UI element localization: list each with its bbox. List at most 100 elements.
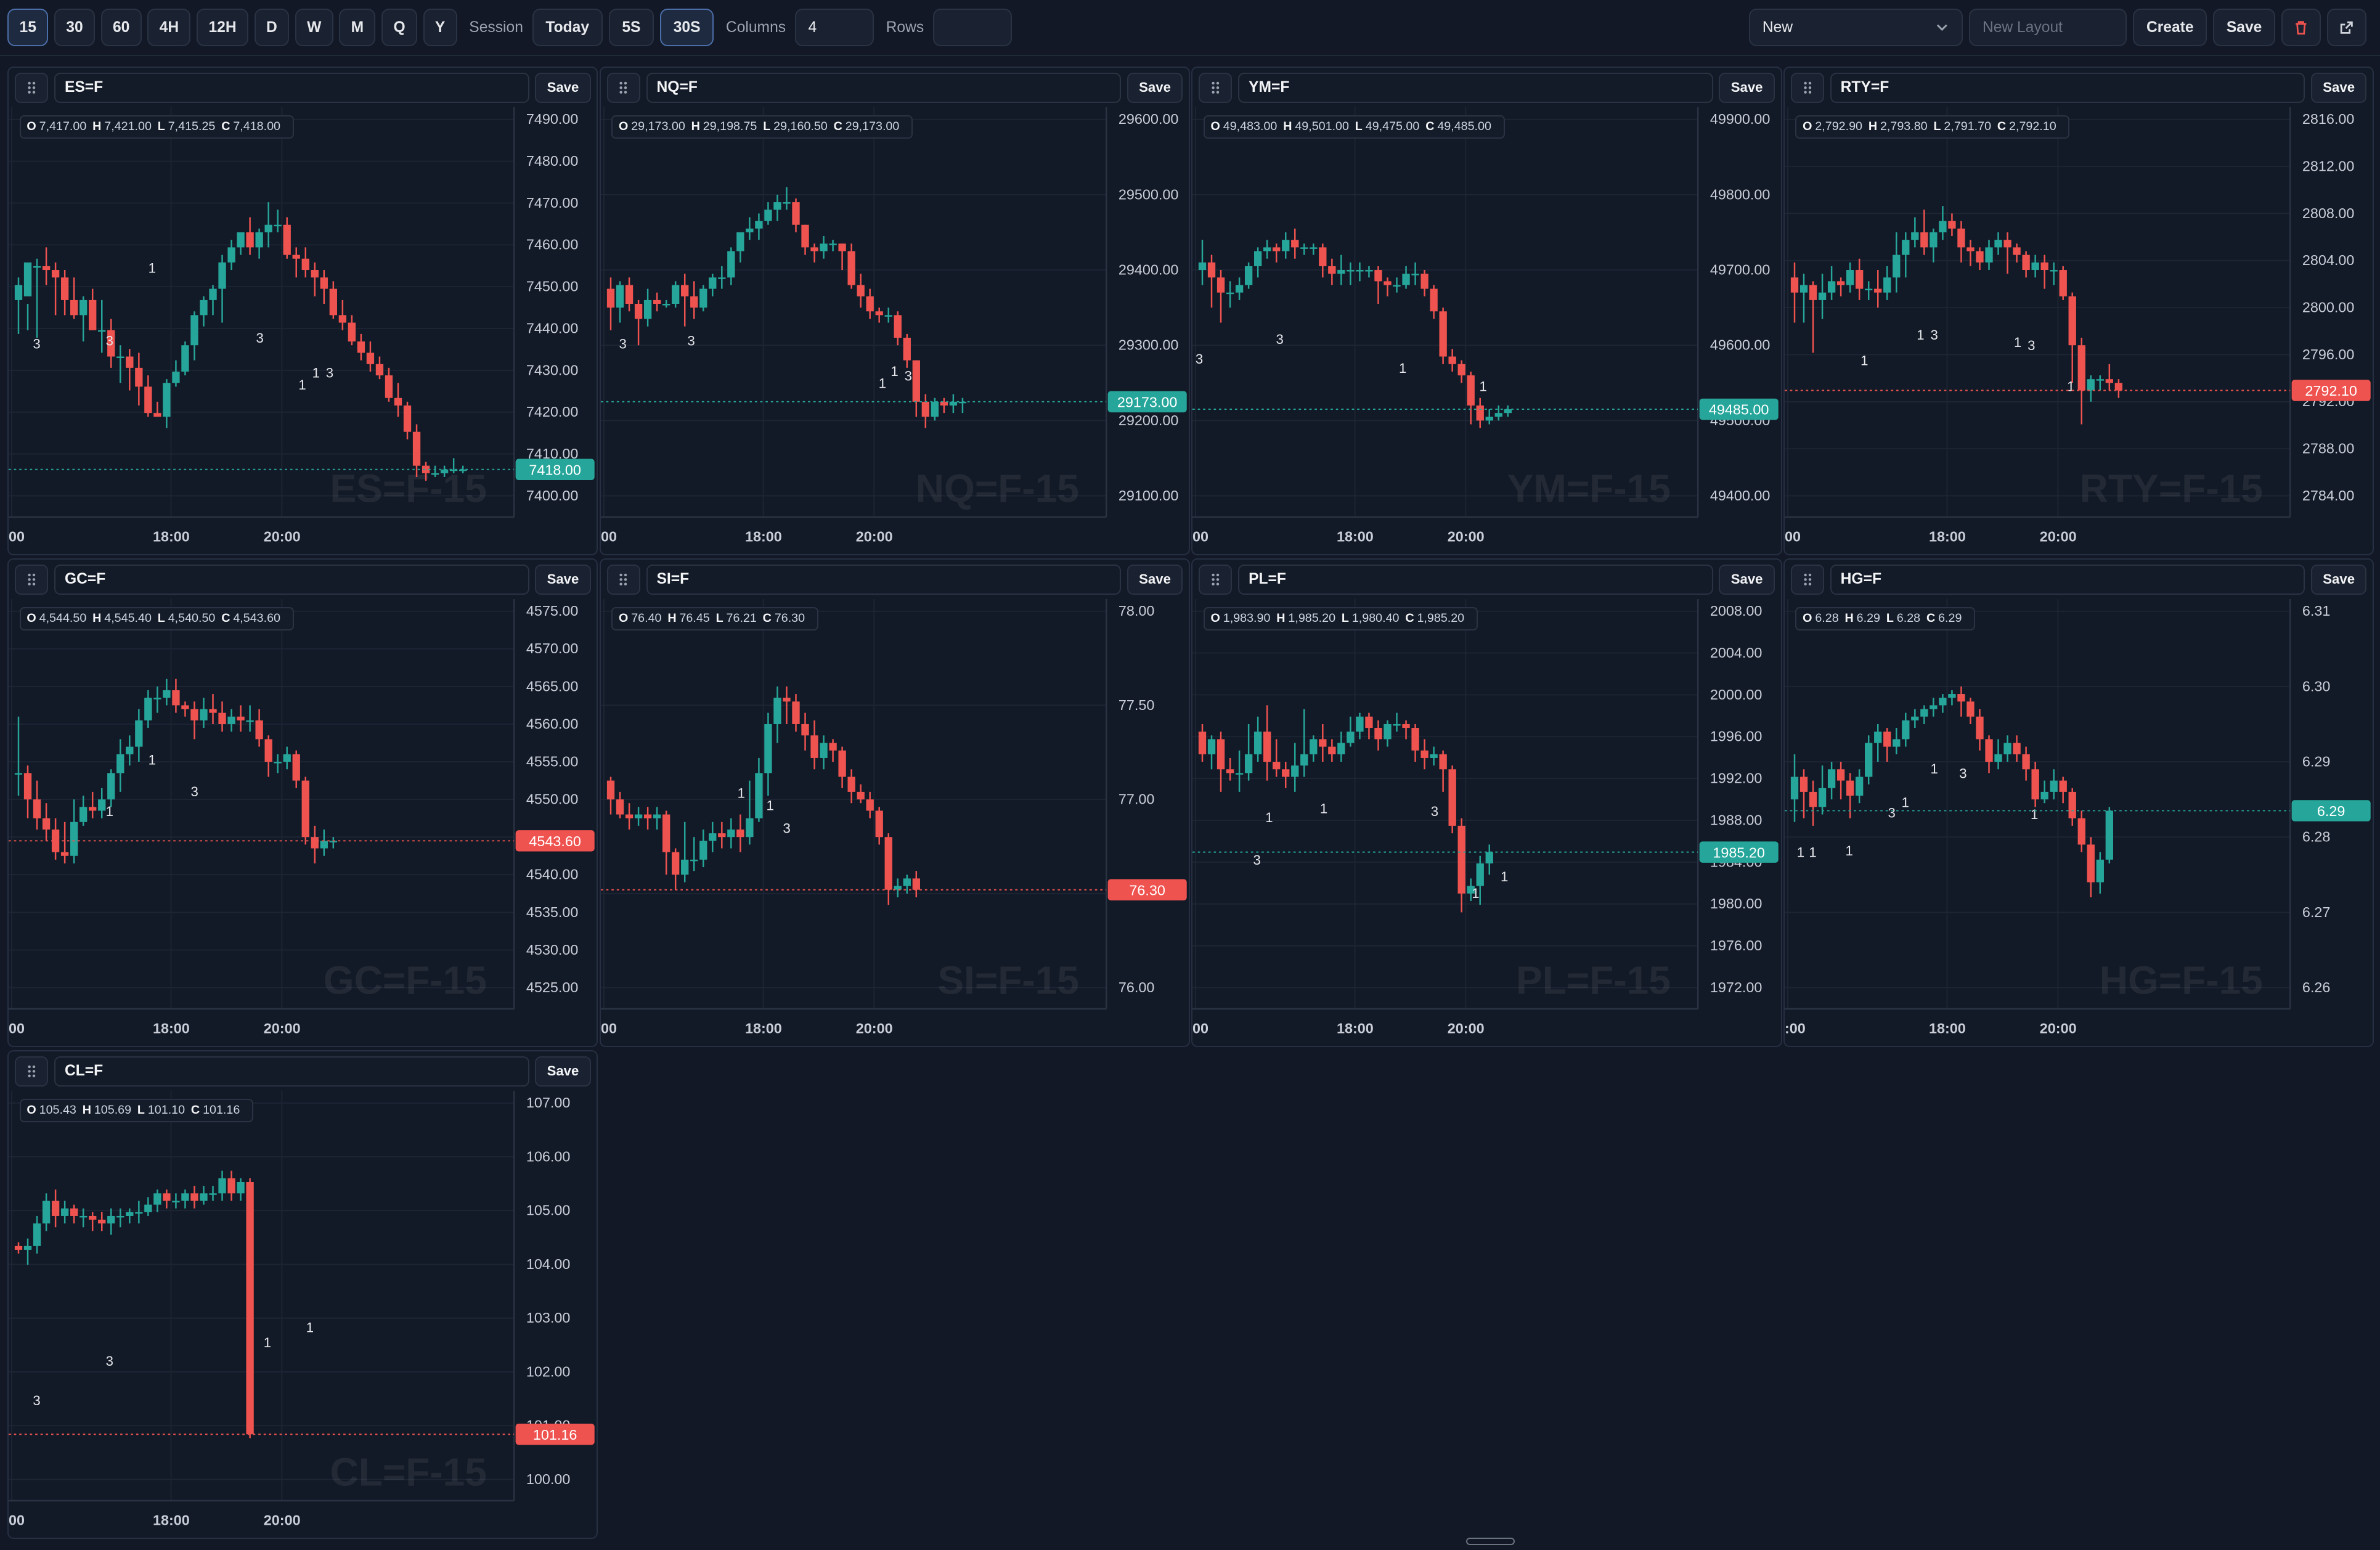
candle-body bbox=[1291, 240, 1299, 248]
candle-body bbox=[24, 263, 32, 297]
y-tick-label: 6.31 bbox=[2302, 603, 2331, 619]
y-tick-label: 7420.00 bbox=[526, 404, 579, 420]
candle-body bbox=[1836, 281, 1845, 285]
candle-body bbox=[329, 288, 338, 316]
session-button-30s[interactable]: 30S bbox=[659, 8, 714, 47]
candlestick-chart[interactable]: 6.31 6.30 6.29 6.28 6.27 6.26:00 18:00 20:00 HG=… bbox=[1785, 599, 2374, 1047]
panel-save-button[interactable]: Save bbox=[1719, 564, 1775, 595]
timeframe-button-15[interactable]: 15 bbox=[7, 8, 49, 47]
candle-body bbox=[1300, 247, 1308, 250]
candle-body bbox=[634, 814, 643, 819]
y-tick-label: 76.00 bbox=[1119, 979, 1155, 995]
popout-button[interactable] bbox=[2326, 8, 2366, 47]
candle-body bbox=[126, 356, 134, 369]
candle-body bbox=[921, 402, 929, 417]
panel-save-button[interactable]: Save bbox=[2311, 72, 2367, 103]
drag-handle[interactable] bbox=[1199, 564, 1233, 595]
create-layout-button[interactable]: Create bbox=[2133, 8, 2207, 47]
candle-body bbox=[903, 338, 911, 361]
drag-handle[interactable] bbox=[1790, 72, 1825, 103]
candle-body bbox=[1245, 266, 1253, 285]
y-tick-label: 4540.00 bbox=[526, 867, 579, 883]
candle-body bbox=[1966, 701, 1975, 717]
ohlc-value-c: 76.30 bbox=[774, 611, 805, 626]
columns-input[interactable]: 4 bbox=[794, 8, 874, 47]
save-layout-button[interactable]: Save bbox=[2213, 8, 2276, 47]
candlestick-chart[interactable]: 107.00 106.00 105.00 104.00 103.00 102.00 101.… bbox=[9, 1091, 598, 1539]
ohlc-legend: O 76.40 H 76.45 L 76.21 C 76.30 bbox=[611, 606, 818, 631]
drag-handle[interactable] bbox=[15, 1056, 49, 1087]
candlestick-chart[interactable]: 7490.00 7480.00 7470.00 7460.00 7450.00 7440.… bbox=[9, 107, 598, 555]
candle-body bbox=[671, 285, 680, 304]
timeframe-button-30[interactable]: 30 bbox=[54, 8, 95, 47]
candle-body bbox=[394, 398, 402, 406]
drag-handle[interactable] bbox=[606, 72, 640, 103]
panel-save-button[interactable]: Save bbox=[1719, 72, 1775, 103]
delete-layout-button[interactable] bbox=[2281, 8, 2321, 47]
candle-body bbox=[773, 698, 781, 725]
symbol-input[interactable]: YM=F bbox=[1238, 72, 1713, 103]
candle-body bbox=[190, 315, 198, 346]
symbol-input[interactable]: CL=F bbox=[54, 1056, 529, 1087]
symbol-input[interactable]: PL=F bbox=[1238, 564, 1713, 595]
ohlc-key-o: O bbox=[26, 120, 36, 134]
drag-handle[interactable] bbox=[15, 564, 49, 595]
rows-input[interactable] bbox=[932, 8, 1012, 47]
candlestick-chart[interactable]: 78.0077.5077.0076.5076.000018:0020:00SI=… bbox=[600, 599, 1190, 1047]
drag-handle[interactable] bbox=[1790, 564, 1825, 595]
pattern-marker: 1 bbox=[149, 261, 156, 276]
candlestick-chart[interactable]: 4575.00 4570.00 4565.00 4560.00 4555.00 4550.… bbox=[9, 599, 598, 1047]
panel-save-button[interactable]: Save bbox=[1127, 72, 1183, 103]
candle-body bbox=[1402, 724, 1411, 728]
candlestick-chart[interactable]: 2816.00 2812.00 2808.00 2804.00 2800.00 2796.… bbox=[1785, 107, 2374, 555]
panel-save-button[interactable]: Save bbox=[535, 72, 591, 103]
x-tick-label: 18:00 bbox=[153, 529, 190, 545]
candle-body bbox=[292, 255, 301, 259]
timeframe-button-w[interactable]: W bbox=[295, 8, 333, 47]
timeframe-button-m[interactable]: M bbox=[339, 8, 376, 47]
candlestick-chart[interactable]: 49900.0049800.0049700.0049600.0049500.00… bbox=[1192, 107, 1782, 555]
symbol-input[interactable]: SI=F bbox=[646, 564, 1122, 595]
symbol-input[interactable]: NQ=F bbox=[646, 72, 1122, 103]
timeframe-button-d[interactable]: D bbox=[254, 8, 289, 47]
resize-handle[interactable] bbox=[1466, 1538, 1515, 1546]
pattern-marker: 1 bbox=[738, 786, 745, 801]
drag-handle[interactable] bbox=[606, 564, 640, 595]
timeframe-button-60[interactable]: 60 bbox=[100, 8, 142, 47]
symbol-input[interactable]: HG=F bbox=[1830, 564, 2305, 595]
candle-body bbox=[190, 709, 198, 721]
panel-save-button[interactable]: Save bbox=[535, 564, 591, 595]
x-tick-label: 18:00 bbox=[153, 1512, 190, 1528]
candle-body bbox=[1217, 739, 1225, 770]
panel-save-button[interactable]: Save bbox=[535, 1056, 591, 1087]
candle-body bbox=[2105, 810, 2114, 860]
panel-save-button[interactable]: Save bbox=[1127, 564, 1183, 595]
symbol-input[interactable]: RTY=F bbox=[1830, 72, 2305, 103]
candlestick-chart[interactable]: 29600.00 29500.00 29400.00 29300.00 29200.00… bbox=[600, 107, 1190, 555]
pattern-marker: 1 bbox=[1266, 810, 1273, 825]
symbol-input[interactable]: GC=F bbox=[54, 564, 529, 595]
ohlc-value-h: 76.45 bbox=[679, 611, 710, 626]
ohlc-legend: O 4,544.50 H 4,545.40 L 4,540.50 C 4,543.60 bbox=[19, 606, 294, 631]
candlestick-chart[interactable]: 2008.00 2004.00 2000.00 1996.00 1992.00 1988.… bbox=[1192, 599, 1782, 1047]
drag-handle[interactable] bbox=[15, 72, 49, 103]
layout-select[interactable]: New bbox=[1749, 8, 1963, 47]
candle-body bbox=[2040, 792, 2048, 800]
symbol-input[interactable]: ES=F bbox=[54, 72, 529, 103]
ohlc-key-o: O bbox=[1803, 611, 1812, 626]
session-button-today[interactable]: Today bbox=[532, 8, 603, 47]
panel-header: YM=F Save bbox=[1192, 68, 1780, 107]
y-tick-label: 102.00 bbox=[526, 1364, 571, 1380]
y-tick-label: 2008.00 bbox=[1710, 603, 1763, 619]
candle-body bbox=[1411, 274, 1420, 275]
timeframe-button-y[interactable]: Y bbox=[423, 8, 457, 47]
new-layout-input[interactable]: New Layout bbox=[1969, 8, 2127, 47]
session-button-5s[interactable]: 5S bbox=[608, 8, 654, 47]
candle-body bbox=[1790, 777, 1799, 800]
timeframe-button-q[interactable]: Q bbox=[381, 8, 417, 47]
candle-body bbox=[699, 288, 707, 308]
timeframe-button-12h[interactable]: 12H bbox=[197, 8, 248, 47]
drag-handle[interactable] bbox=[1199, 72, 1233, 103]
timeframe-button-4h[interactable]: 4H bbox=[147, 8, 191, 47]
panel-save-button[interactable]: Save bbox=[2311, 564, 2367, 595]
